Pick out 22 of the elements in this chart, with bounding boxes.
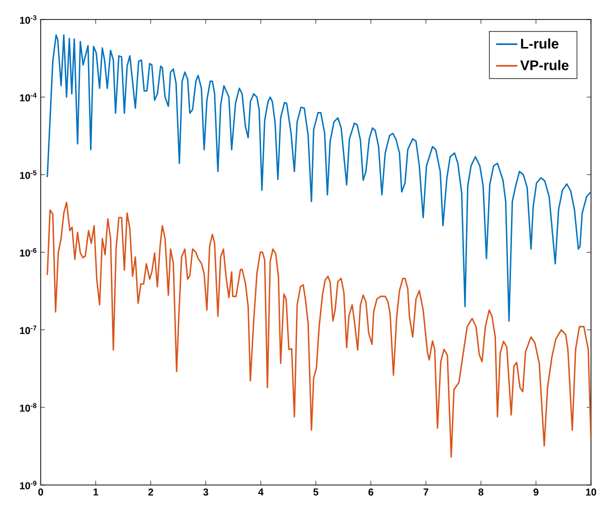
y-tick-label: 10$^{-8}$	[20, 403, 36, 412]
y-tick-label: 10$^{-5}$	[20, 170, 36, 179]
line-series	[46, 34, 592, 322]
x-tick-label: 3	[203, 488, 208, 496]
legend-label: L-rule	[521, 38, 558, 49]
x-tick-label: 7	[424, 488, 428, 496]
x-tick-label: 6	[368, 488, 374, 496]
y-tick-label: 10$^{-4}$	[20, 92, 37, 102]
y-tick-label: 10$^{-7}$	[20, 326, 36, 334]
x-tick-label: 8	[478, 488, 484, 496]
x-tick-label: 4	[258, 488, 264, 496]
line-series	[46, 202, 592, 458]
legend-label: VP-rule	[520, 60, 569, 70]
y-tick-label: 10$^{-6}$	[20, 248, 36, 257]
x-tick-label: 10	[586, 488, 596, 496]
x-tick-label: 9	[534, 488, 538, 496]
x-tick-label: 2	[148, 488, 154, 496]
x-tick-label: 0	[38, 488, 44, 496]
y-tick-label: 10$^{-3}$	[20, 15, 36, 24]
x-tick-label: 1	[94, 488, 98, 496]
x-tick-label: 5	[313, 488, 318, 496]
y-tick-label: 10$^{-9}$	[20, 480, 36, 490]
